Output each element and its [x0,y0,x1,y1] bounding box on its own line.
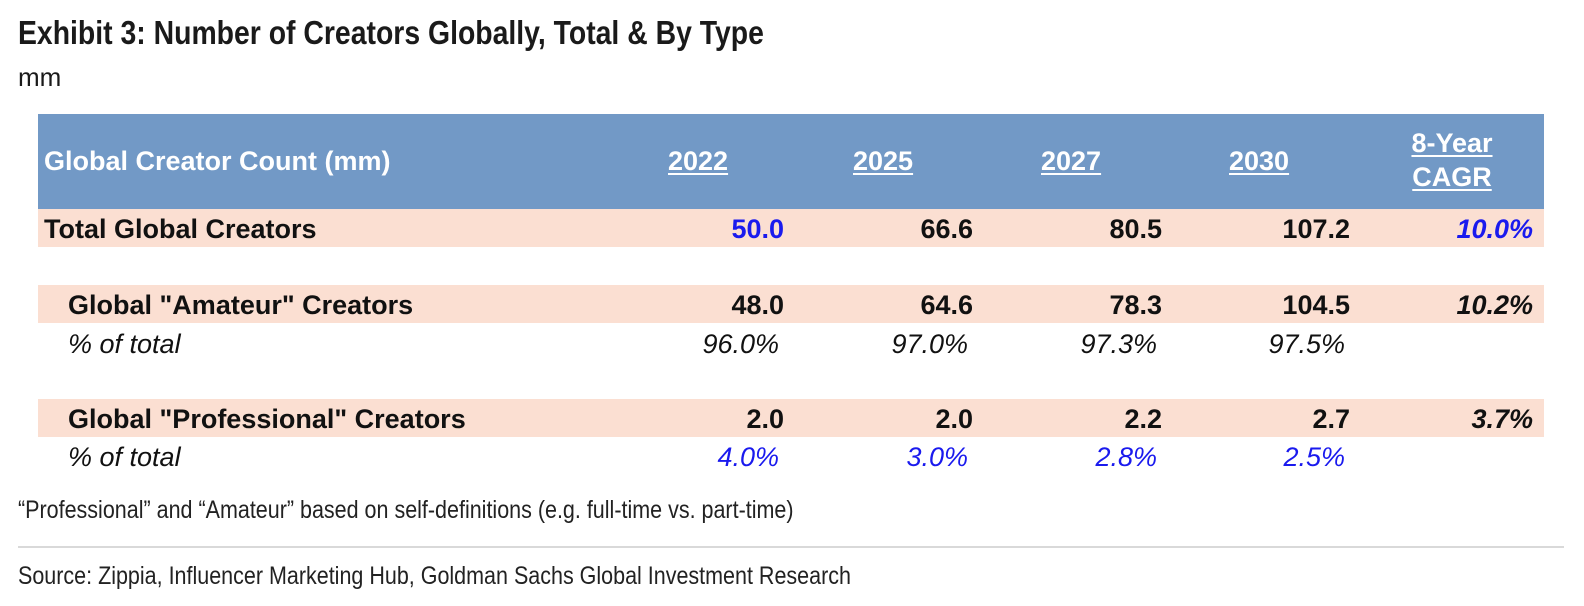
total-cagr: 10.0% [1456,214,1533,244]
amateur-2030: 104.5 [1282,290,1350,320]
table-header-row: Global Creator Count (mm) 2022 2025 2027… [38,114,1544,209]
amateur-pct-2025: 97.0% [891,329,968,359]
table-row-amateur-pct: % of total 96.0% 97.0% 97.3% 97.5% [38,324,1544,362]
header-label: Global Creator Count (mm) [44,146,391,176]
table-row-professional-pct: % of total 4.0% 3.0% 2.8% 2.5% [38,437,1544,475]
row-label-total: Total Global Creators [44,214,317,244]
amateur-cagr: 10.2% [1456,290,1533,320]
total-2030: 107.2 [1282,214,1350,244]
amateur-2025: 64.6 [920,290,973,320]
amateur-pct-2027: 97.3% [1080,329,1157,359]
source-line: Source: Zippia, Influencer Marketing Hub… [18,562,851,590]
table-row-amateur: Global "Amateur" Creators 48.0 64.6 78.3… [38,285,1544,323]
professional-pct-2030: 2.5% [1283,442,1345,472]
table-row-total: Total Global Creators 50.0 66.6 80.5 107… [38,209,1544,247]
footnote: “Professional” and “Amateur” based on se… [18,496,794,524]
professional-pct-2022: 4.0% [717,442,779,472]
row-label-professional: Global "Professional" Creators [68,404,466,434]
header-year-2027: 2027 [1041,146,1102,176]
header-cagr-line1: 8-Year [1411,128,1493,158]
header-year-2030: 2030 [1229,146,1290,176]
professional-pct-2027: 2.8% [1095,442,1157,472]
row-label-professional-pct: % of total [68,442,181,472]
divider [18,546,1564,548]
amateur-2027: 78.3 [1109,290,1162,320]
amateur-pct-2022: 96.0% [702,329,779,359]
row-label-amateur-pct: % of total [68,329,181,359]
table-row-professional: Global "Professional" Creators 2.0 2.0 2… [38,399,1544,437]
professional-2022: 2.0 [746,404,784,434]
total-2027: 80.5 [1109,214,1162,244]
total-2022: 50.0 [731,214,784,244]
professional-cagr: 3.7% [1471,404,1533,434]
professional-2025: 2.0 [935,404,973,434]
unit-label: mm [18,62,62,92]
amateur-pct-2030: 97.5% [1268,329,1345,359]
amateur-2022: 48.0 [731,290,784,320]
row-label-amateur: Global "Amateur" Creators [68,290,414,320]
exhibit-title: Exhibit 3: Number of Creators Globally, … [18,14,764,51]
header-year-2025: 2025 [853,146,914,176]
professional-pct-2025: 3.0% [906,442,968,472]
header-cagr-line2: CAGR [1412,162,1492,192]
header-cagr: 8-Year CAGR [1398,126,1506,194]
professional-2030: 2.7 [1312,404,1350,434]
professional-2027: 2.2 [1124,404,1162,434]
total-2025: 66.6 [920,214,973,244]
header-year-2022: 2022 [668,146,729,176]
